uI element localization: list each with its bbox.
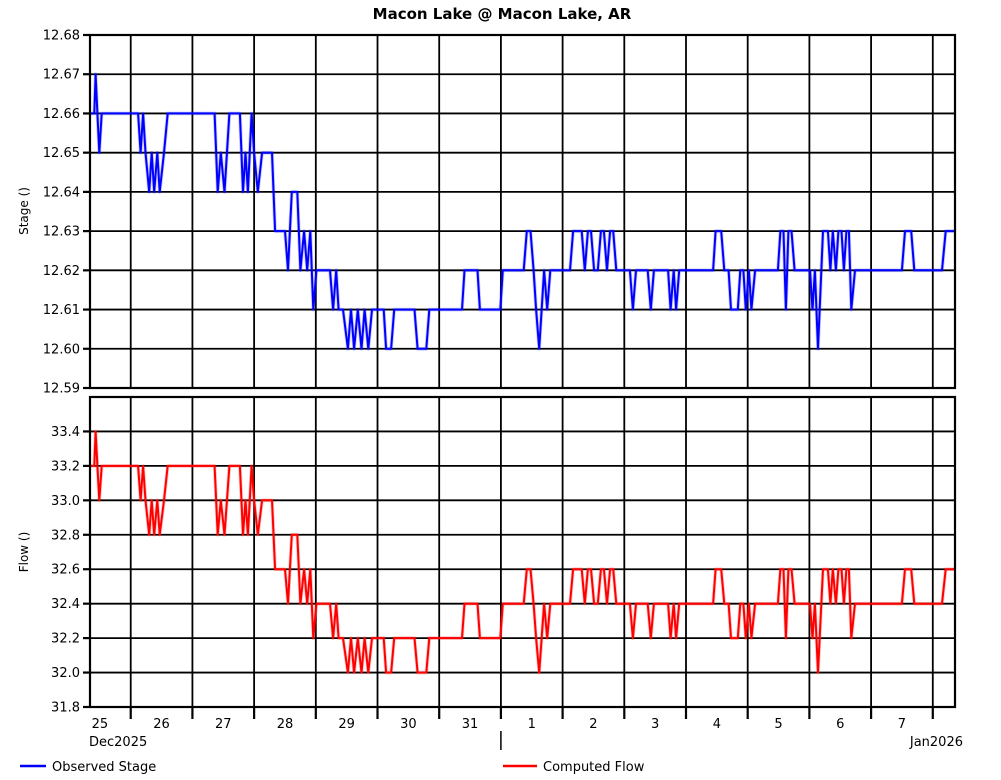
- tick-labels-layer: 12.68 12.67 12.66 12.65 12.64 12.63 12.62 12.61…: [43, 29, 906, 733]
- legend: Observed Stage Computed Flow: [20, 760, 645, 775]
- data-lines-layer: [90, 72, 955, 675]
- y-tick-label: 31.8: [51, 701, 80, 716]
- y-tick-label: 32.8: [51, 528, 80, 543]
- panel-border: [88, 33, 957, 390]
- y-tick-label: 32.4: [51, 597, 80, 612]
- panel-border: [88, 395, 957, 709]
- y-tick-label: 12.67: [43, 68, 80, 83]
- y-tick-label: 33.2: [51, 459, 80, 474]
- y-tick-label: 12.62: [43, 264, 80, 279]
- x-day-label: 6: [836, 717, 844, 732]
- y-tick-label: 12.64: [43, 185, 80, 200]
- y-tick-label: 12.66: [43, 107, 80, 122]
- x-day-label: 30: [400, 717, 417, 732]
- tick-marks-layer: [83, 33, 934, 719]
- x-day-label: 28: [277, 717, 294, 732]
- x-day-label: 7: [898, 717, 906, 732]
- x-day-label: 29: [338, 717, 355, 732]
- y-tick-label: 12.60: [43, 342, 80, 357]
- y-tick-label: 12.63: [43, 225, 80, 240]
- y-tick-label: 32.2: [51, 632, 80, 647]
- y-tick-label: 12.61: [43, 303, 80, 318]
- observed-stage-line: [90, 73, 955, 350]
- stage-axis-title: Stage (): [17, 187, 31, 235]
- y-tick-label: 12.68: [43, 29, 80, 44]
- legend-label-observed-stage: Observed Stage: [52, 760, 156, 775]
- series-halo: [90, 429, 955, 675]
- computed-flow-line: [90, 430, 955, 674]
- y-tick-label: 12.65: [43, 146, 80, 161]
- y-tick-label: 33.0: [51, 494, 80, 509]
- x-day-label: 5: [774, 717, 782, 732]
- x-day-label: 27: [215, 717, 232, 732]
- month-label-right: Jan2026: [909, 735, 963, 750]
- y-tick-label: 32.0: [51, 666, 80, 681]
- flow-axis-title: Flow (): [17, 532, 31, 573]
- month-label-left: Dec2025: [89, 735, 147, 750]
- x-day-label: 26: [153, 717, 170, 732]
- series-halo: [90, 72, 955, 351]
- x-day-label: 31: [462, 717, 479, 732]
- x-day-label: 1: [528, 717, 536, 732]
- gridlines-layer: [90, 35, 955, 707]
- panel-borders-layer: [88, 33, 957, 709]
- chart-title: Macon Lake @ Macon Lake, AR: [373, 5, 632, 23]
- x-day-label: 4: [713, 717, 721, 732]
- y-tick-label: 12.59: [43, 382, 80, 397]
- y-tick-label: 33.4: [51, 425, 80, 440]
- legend-label-computed-flow: Computed Flow: [543, 760, 645, 775]
- y-tick-label: 32.6: [51, 563, 80, 578]
- x-day-label: 3: [651, 717, 659, 732]
- x-day-label: 2: [589, 717, 597, 732]
- x-day-label: 25: [92, 717, 109, 732]
